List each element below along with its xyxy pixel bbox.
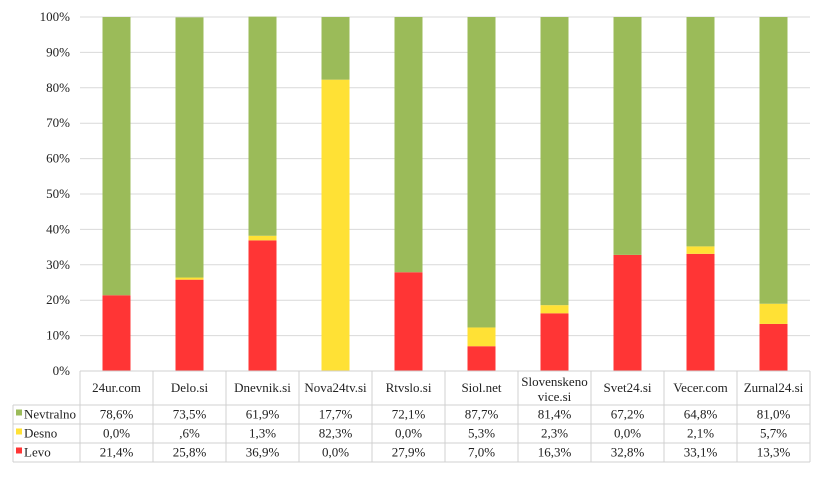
data-label: 0,0%: [322, 445, 349, 460]
data-label: ,6%: [179, 426, 200, 441]
data-label: 21,4%: [100, 445, 134, 460]
bar-segment-levo: [394, 272, 423, 371]
bar-segment-nevtralno: [613, 17, 642, 255]
data-label: 61,9%: [246, 407, 280, 422]
bar-segment-desno: [175, 277, 204, 280]
bar-segment-desno: [248, 235, 277, 241]
data-label: 81,4%: [538, 407, 572, 422]
bar-segment-levo: [467, 346, 496, 371]
category-label: Zurnal24.si: [744, 380, 804, 395]
data-label: 0,0%: [395, 426, 422, 441]
data-label: 25,8%: [173, 445, 207, 460]
category-label: Slovenskeno: [521, 374, 587, 389]
legend-label: Levo: [24, 445, 51, 460]
data-label: 82,3%: [319, 426, 353, 441]
legend-key-desno: [16, 428, 22, 435]
data-label: 73,5%: [173, 407, 207, 422]
bar-segment-nevtralno: [686, 17, 715, 247]
bar-segment-nevtralno: [248, 16, 277, 236]
y-tick-label: 100%: [40, 9, 71, 24]
y-tick-label: 50%: [46, 186, 70, 201]
bar-segment-levo: [102, 295, 131, 371]
data-label: 81,0%: [757, 407, 791, 422]
bar-segment-levo: [759, 323, 788, 371]
category-label: Vecer.com: [673, 380, 728, 395]
data-label: 7,0%: [468, 445, 495, 460]
y-tick-label: 90%: [46, 44, 70, 59]
data-label: 17,7%: [319, 407, 353, 422]
category-label: Delo.si: [171, 380, 209, 395]
y-tick-label: 10%: [46, 328, 70, 343]
data-label: 1,3%: [249, 426, 276, 441]
category-label: Rtvslo.si: [386, 380, 432, 395]
data-label: 78,6%: [100, 407, 134, 422]
data-label: 16,3%: [538, 445, 572, 460]
bar-segment-levo: [540, 313, 569, 371]
bar-segment-desno: [759, 303, 788, 324]
data-label: 5,7%: [760, 426, 787, 441]
category-label: Nova24tv.si: [304, 380, 367, 395]
bar-segment-levo: [686, 253, 715, 371]
category-label: Svet24.si: [603, 380, 651, 395]
bar-segment-desno: [467, 327, 496, 347]
data-label: 36,9%: [246, 445, 280, 460]
data-label: 2,1%: [687, 426, 714, 441]
legend-key-levo: [16, 447, 22, 454]
data-label: 32,8%: [611, 445, 645, 460]
bar-segment-nevtralno: [467, 17, 496, 328]
data-label: 87,7%: [465, 407, 499, 422]
category-label: Dnevnik.si: [234, 380, 291, 395]
bar-segment-desno: [540, 305, 569, 314]
category-label: Siol.net: [461, 380, 501, 395]
y-tick-label: 70%: [46, 115, 70, 130]
bar-segment-levo: [175, 279, 204, 371]
data-label: 2,3%: [541, 426, 568, 441]
bar-segment-desno: [686, 246, 715, 254]
data-label: 0,0%: [614, 426, 641, 441]
y-tick-label: 80%: [46, 80, 70, 95]
data-label: 64,8%: [684, 407, 718, 422]
data-label: 33,1%: [684, 445, 718, 460]
legend-label: Desno: [24, 426, 57, 441]
y-tick-label: 60%: [46, 151, 70, 166]
bar-segment-nevtralno: [175, 17, 204, 278]
bar-segment-nevtralno: [394, 17, 423, 273]
data-label: 5,3%: [468, 426, 495, 441]
bar-segment-desno: [321, 79, 350, 372]
y-tick-label: 20%: [46, 292, 70, 307]
legend-label: Nevtralno: [24, 407, 76, 422]
bar-segment-levo: [613, 254, 642, 371]
y-tick-label: 30%: [46, 257, 70, 272]
data-label: 27,9%: [392, 445, 426, 460]
data-label: 72,1%: [392, 407, 426, 422]
bar-segment-levo: [248, 240, 277, 371]
y-tick-label: 0%: [53, 363, 71, 378]
category-label: vice.si: [538, 389, 572, 404]
data-label: 67,2%: [611, 407, 645, 422]
legend-key-nevtralno: [16, 409, 22, 416]
data-label: 0,0%: [103, 426, 130, 441]
bar-segment-nevtralno: [759, 17, 788, 304]
data-label: 13,3%: [757, 445, 791, 460]
y-tick-label: 40%: [46, 221, 70, 236]
bar-segment-nevtralno: [321, 17, 350, 80]
category-label: 24ur.com: [92, 380, 141, 395]
bar-segment-nevtralno: [102, 17, 131, 296]
bar-segment-nevtralno: [540, 17, 569, 306]
